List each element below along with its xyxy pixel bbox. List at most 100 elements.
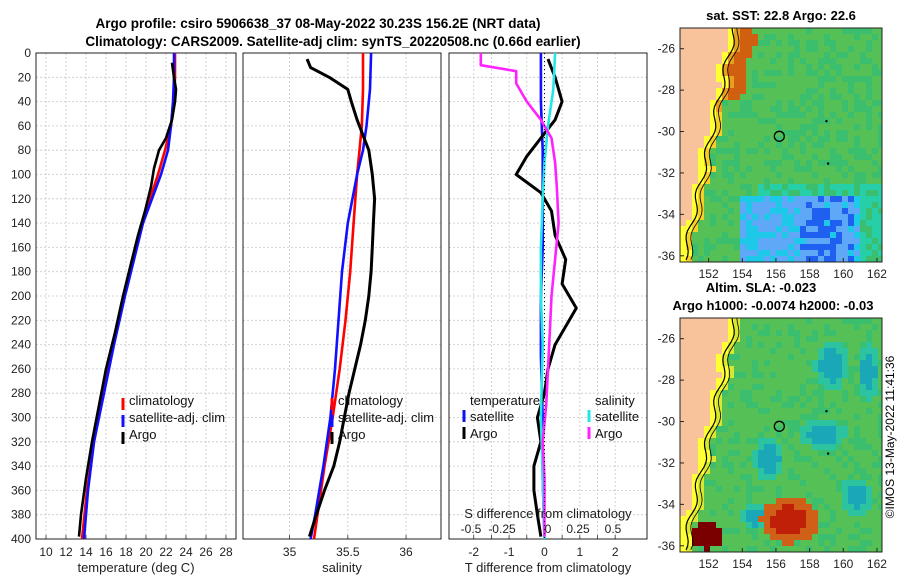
map-cell [716, 510, 723, 517]
map-cell [698, 372, 705, 379]
map-cell [848, 486, 855, 493]
map-cell [752, 498, 759, 505]
map-cell [812, 154, 819, 161]
map-cell [806, 360, 813, 367]
map-cell [854, 112, 861, 119]
map-cell [704, 360, 711, 367]
map-cell [854, 238, 861, 245]
map-cell [776, 516, 783, 523]
map-cell [710, 336, 717, 343]
map-cell [788, 534, 795, 541]
map-cell [872, 40, 879, 47]
map-cell [836, 474, 843, 481]
map-cell [824, 148, 831, 155]
map-cell [860, 118, 867, 125]
map-cell [806, 480, 813, 487]
series-line-salinity-satellite [539, 52, 557, 540]
map-cell [704, 52, 711, 59]
map-cell [734, 64, 741, 71]
map-cell [728, 184, 735, 191]
map-cell [716, 426, 723, 433]
map-cell [854, 354, 861, 361]
map-cell [692, 28, 699, 35]
map-cell [728, 378, 735, 385]
map-cell [812, 64, 819, 71]
map-cell [836, 372, 843, 379]
map-cell [794, 256, 801, 263]
map-cell [782, 58, 789, 65]
map-cell [746, 438, 753, 445]
map-cell [878, 492, 883, 499]
map-cell [818, 474, 825, 481]
map-cell [812, 52, 819, 59]
map-cell [776, 154, 783, 161]
map-cell [764, 336, 771, 343]
map-cell [842, 76, 849, 83]
map-cell [848, 540, 855, 547]
map-x-tick-label: 156 [766, 267, 786, 281]
map-cell [734, 408, 741, 415]
map-cell [746, 336, 753, 343]
map-cell [878, 172, 883, 179]
map-cell [776, 384, 783, 391]
map-cell [722, 402, 729, 409]
map-cell [752, 444, 759, 451]
map-cell [818, 456, 825, 463]
map-cell [818, 88, 825, 95]
map-cell [782, 238, 789, 245]
map-cell [722, 468, 729, 475]
map-cell [680, 166, 687, 173]
map-cell [818, 190, 825, 197]
map-cell [848, 130, 855, 137]
map-cell [860, 438, 867, 445]
coastline [685, 27, 735, 261]
map-cell [764, 88, 771, 95]
map-cell [860, 402, 867, 409]
map-cell [806, 226, 813, 233]
map-cell [842, 420, 849, 427]
map-cell [740, 250, 747, 257]
map-cell [776, 420, 783, 427]
map-cell [782, 330, 789, 337]
map-cell [740, 372, 747, 379]
map-cell [872, 238, 879, 245]
map-cell [806, 486, 813, 493]
map-cell [758, 504, 765, 511]
map-cell [860, 354, 867, 361]
map-cell [806, 76, 813, 83]
map-cell [710, 88, 717, 95]
map-cell [818, 112, 825, 119]
map-cell [794, 336, 801, 343]
map-cell [848, 214, 855, 221]
map-cell [686, 190, 693, 197]
map-cell [812, 58, 819, 65]
profile-location-marker [773, 420, 785, 432]
map-cell [752, 136, 759, 143]
map-cell [746, 160, 753, 167]
map-cell [692, 360, 699, 367]
map-cell [794, 130, 801, 137]
map-cell [734, 450, 741, 457]
map-cell [848, 480, 855, 487]
map-cell [794, 546, 801, 553]
map-cell [788, 94, 795, 101]
coastline [685, 317, 735, 551]
map-cell [704, 426, 711, 433]
map-cell [680, 522, 687, 529]
map-cell [686, 46, 693, 53]
map-cell [758, 136, 765, 143]
map-cell [818, 160, 825, 167]
map-cell [710, 318, 717, 325]
map-cell [692, 154, 699, 161]
map-cell [836, 324, 843, 331]
map-cell [794, 88, 801, 95]
map-cell [860, 214, 867, 221]
map-cell [692, 462, 699, 469]
map-cell [686, 408, 693, 415]
map-cell [686, 106, 693, 113]
map-cell [782, 154, 789, 161]
map-cell [764, 414, 771, 421]
map-cell [788, 250, 795, 257]
y-tick-label: 340 [11, 459, 31, 473]
map-cell [794, 46, 801, 53]
